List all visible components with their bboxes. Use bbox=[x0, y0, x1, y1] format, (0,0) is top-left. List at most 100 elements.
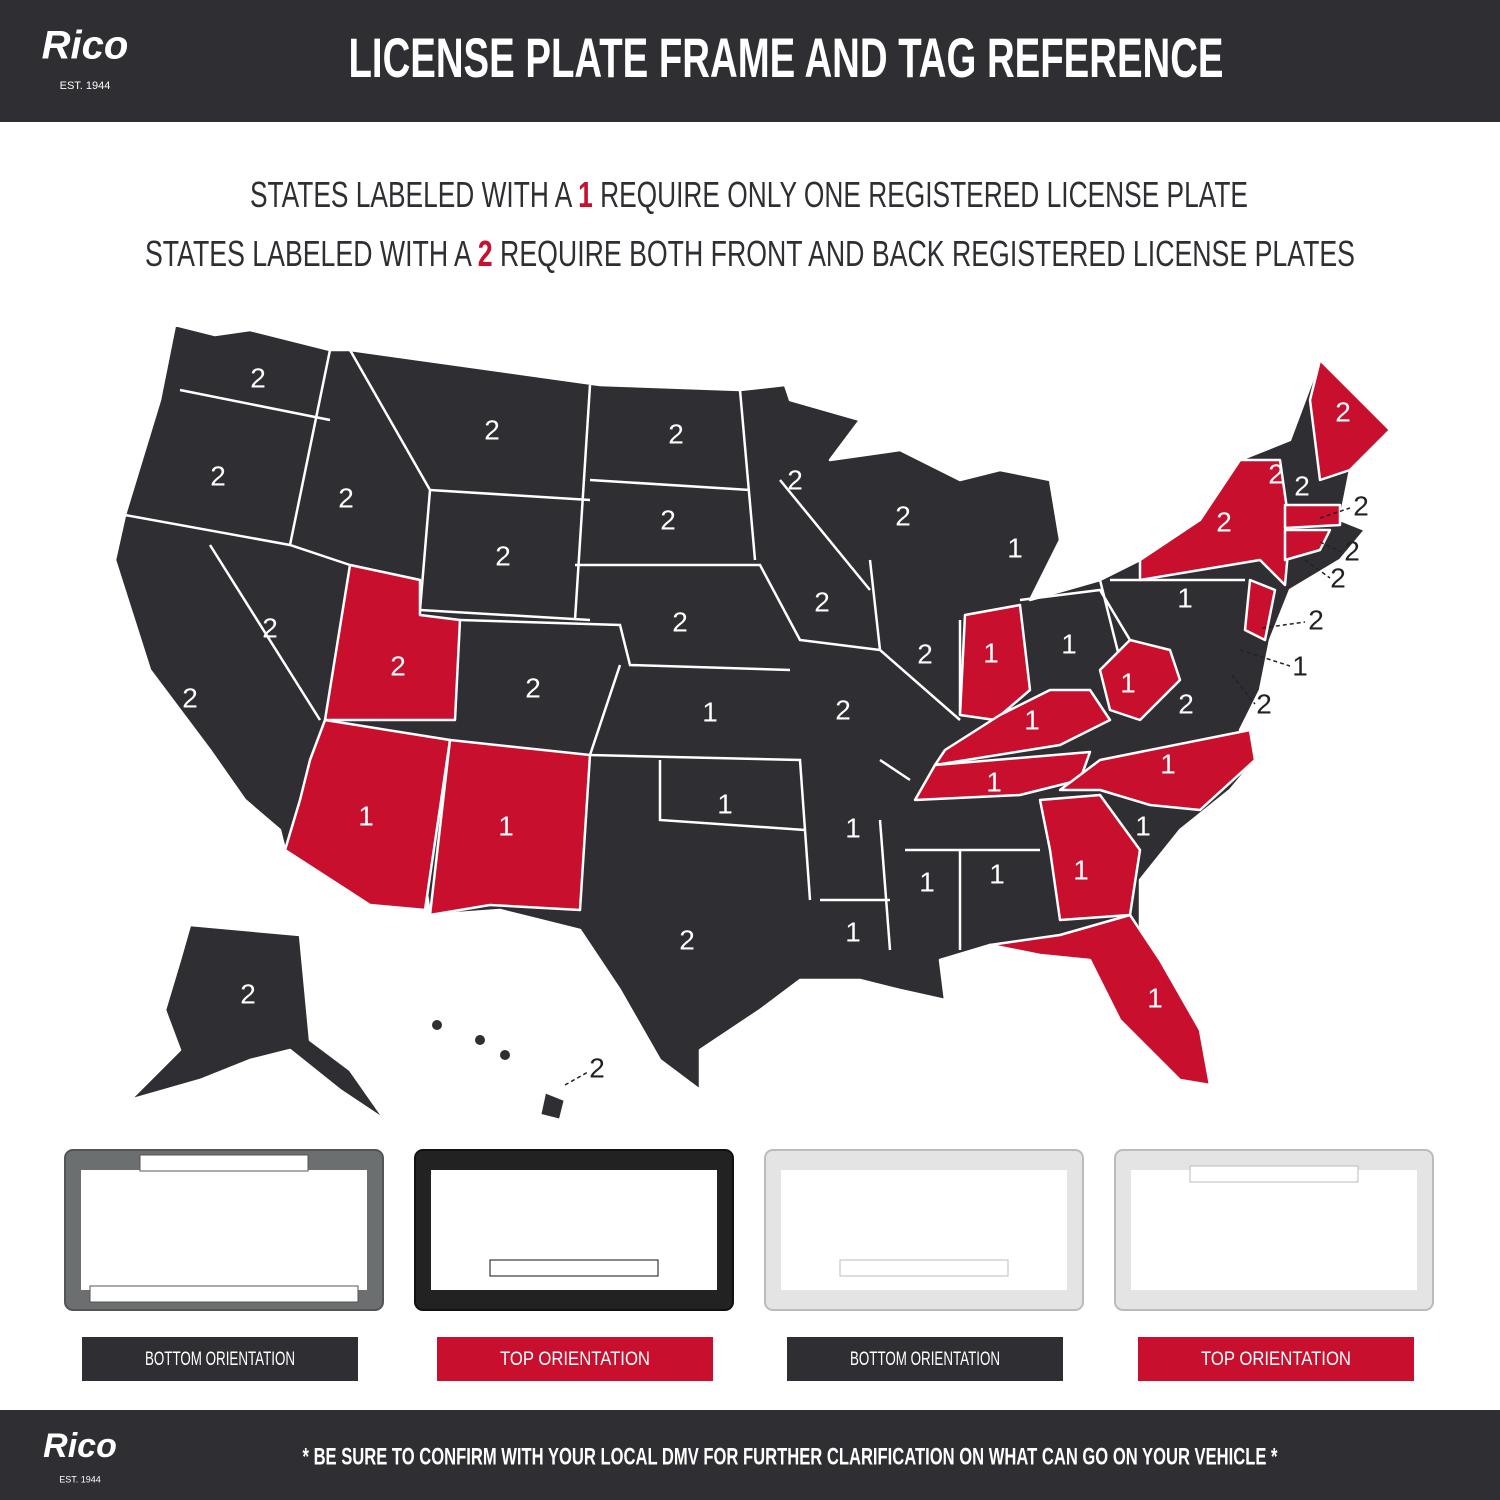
logo-sub: EST. 1944 bbox=[60, 80, 111, 92]
island bbox=[500, 1050, 510, 1060]
state-label: 1 bbox=[1061, 628, 1077, 659]
state-label: 2 bbox=[525, 672, 541, 703]
logo-sub: EST. 1944 bbox=[59, 1474, 101, 1484]
state-label: 1 bbox=[1160, 748, 1176, 779]
intro-line: STATES LABELED WITH A 2 REQUIRE BOTH FRO… bbox=[145, 233, 1355, 274]
state bbox=[538, 1090, 567, 1122]
logo: Rico bbox=[42, 24, 129, 68]
state-label: 2 bbox=[672, 606, 688, 637]
state-label: 1 bbox=[989, 858, 1005, 889]
caption-box bbox=[82, 1337, 358, 1381]
state-label: 1 bbox=[1007, 532, 1023, 563]
state-label: 2 bbox=[182, 682, 198, 713]
state-label: 2 bbox=[835, 694, 851, 725]
caption-box bbox=[437, 1337, 713, 1381]
state bbox=[1098, 638, 1182, 722]
leader-line bbox=[564, 507, 1351, 1086]
header-bar bbox=[0, 0, 1500, 122]
island bbox=[475, 1035, 485, 1045]
state-label: 2 bbox=[210, 460, 226, 491]
frame-slot bbox=[139, 1154, 309, 1172]
state-label: 1 bbox=[1292, 650, 1308, 681]
state-label: 1 bbox=[498, 810, 514, 841]
state-label: 2 bbox=[1294, 470, 1310, 501]
state bbox=[1283, 528, 1332, 562]
state-label: 2 bbox=[262, 612, 278, 643]
frame-slot bbox=[89, 1285, 359, 1303]
state-label: 2 bbox=[1344, 535, 1360, 566]
state-label: 2 bbox=[484, 414, 500, 445]
frame-caption: BOTTOM ORIENTATION bbox=[850, 1349, 1000, 1370]
state-label: 2 bbox=[390, 650, 406, 681]
state-label: 2 bbox=[668, 418, 684, 449]
state bbox=[1243, 578, 1277, 642]
state-label: 2 bbox=[250, 362, 266, 393]
state-label: 1 bbox=[986, 766, 1002, 797]
state-label: 2 bbox=[1330, 562, 1346, 593]
intro-text: REQUIRE BOTH FRONT AND BACK REGISTERED L… bbox=[493, 233, 1355, 274]
state-label: 2 bbox=[1268, 458, 1284, 489]
state-label: 1 bbox=[845, 916, 861, 947]
logo: Rico bbox=[43, 1427, 117, 1465]
state-label: 2 bbox=[1308, 604, 1324, 635]
state bbox=[1308, 358, 1392, 482]
state-label: 2 bbox=[1216, 506, 1232, 537]
island bbox=[432, 1020, 442, 1030]
frame-window bbox=[1131, 1170, 1417, 1290]
frame-caption: BOTTOM ORIENTATION bbox=[145, 1349, 295, 1370]
frame-window bbox=[81, 1170, 367, 1290]
state-label: 2 bbox=[1335, 396, 1351, 427]
frame-slot bbox=[489, 1259, 659, 1277]
state-label: 1 bbox=[1135, 810, 1151, 841]
state-label: 1 bbox=[1024, 704, 1040, 735]
state-label: 2 bbox=[1178, 688, 1194, 719]
frames: BOTTOM ORIENTATION TOP ORIENTATION BOTTOM … bbox=[64, 1149, 1434, 1381]
state bbox=[128, 923, 387, 1122]
caption-box bbox=[787, 1337, 1063, 1381]
frame-slot bbox=[1189, 1165, 1359, 1183]
state-label: 1 bbox=[845, 812, 861, 843]
state-label: 2 bbox=[917, 638, 933, 669]
state-label: 2 bbox=[895, 500, 911, 531]
state-label: 2 bbox=[814, 586, 830, 617]
intro-number: 2 bbox=[478, 233, 493, 274]
intro-text: REQUIRE ONLY ONE REGISTERED LICENSE PLAT… bbox=[593, 174, 1248, 215]
state bbox=[933, 688, 1112, 767]
state-label: 2 bbox=[1353, 490, 1369, 521]
state bbox=[988, 913, 1212, 1087]
state-label: 2 bbox=[679, 924, 695, 955]
intro-text: STATES LABELED WITH A bbox=[145, 233, 478, 274]
state bbox=[1058, 728, 1257, 812]
intro-number: 1 bbox=[578, 174, 593, 215]
title: LICENSE PLATE FRAME AND TAG REFERENCE bbox=[349, 26, 1224, 89]
state bbox=[428, 738, 592, 917]
footer-note: * BE SURE TO CONFIRM WITH YOUR LOCAL DMV… bbox=[303, 1443, 1278, 1470]
state-label: 2 bbox=[240, 978, 256, 1009]
us-outline bbox=[113, 323, 1392, 1092]
state-label: 1 bbox=[1147, 982, 1163, 1013]
state-label: 1 bbox=[702, 696, 718, 727]
state-label: 1 bbox=[1073, 854, 1089, 885]
state-label: 2 bbox=[1256, 688, 1272, 719]
intro-text: STATES LABELED WITH A bbox=[250, 174, 578, 215]
state bbox=[958, 603, 1032, 722]
footer-bar bbox=[0, 1410, 1500, 1500]
state bbox=[913, 750, 1092, 802]
state-label: 2 bbox=[589, 1052, 605, 1083]
frame-slot bbox=[839, 1259, 1009, 1277]
state-label: 2 bbox=[660, 504, 676, 535]
caption-box bbox=[1138, 1337, 1414, 1381]
state-label: 2 bbox=[338, 482, 354, 513]
state-label: 1 bbox=[1177, 582, 1193, 613]
state-label: 1 bbox=[919, 866, 935, 897]
state bbox=[1283, 503, 1342, 530]
intro-line: STATES LABELED WITH A 1 REQUIRE ONLY ONE… bbox=[250, 174, 1248, 215]
frame-caption: TOP ORIENTATION bbox=[500, 1349, 650, 1370]
state-label: 1 bbox=[1120, 667, 1136, 698]
state-label: 2 bbox=[787, 464, 803, 495]
state-label: 1 bbox=[358, 800, 374, 831]
state-label: 1 bbox=[717, 788, 733, 819]
